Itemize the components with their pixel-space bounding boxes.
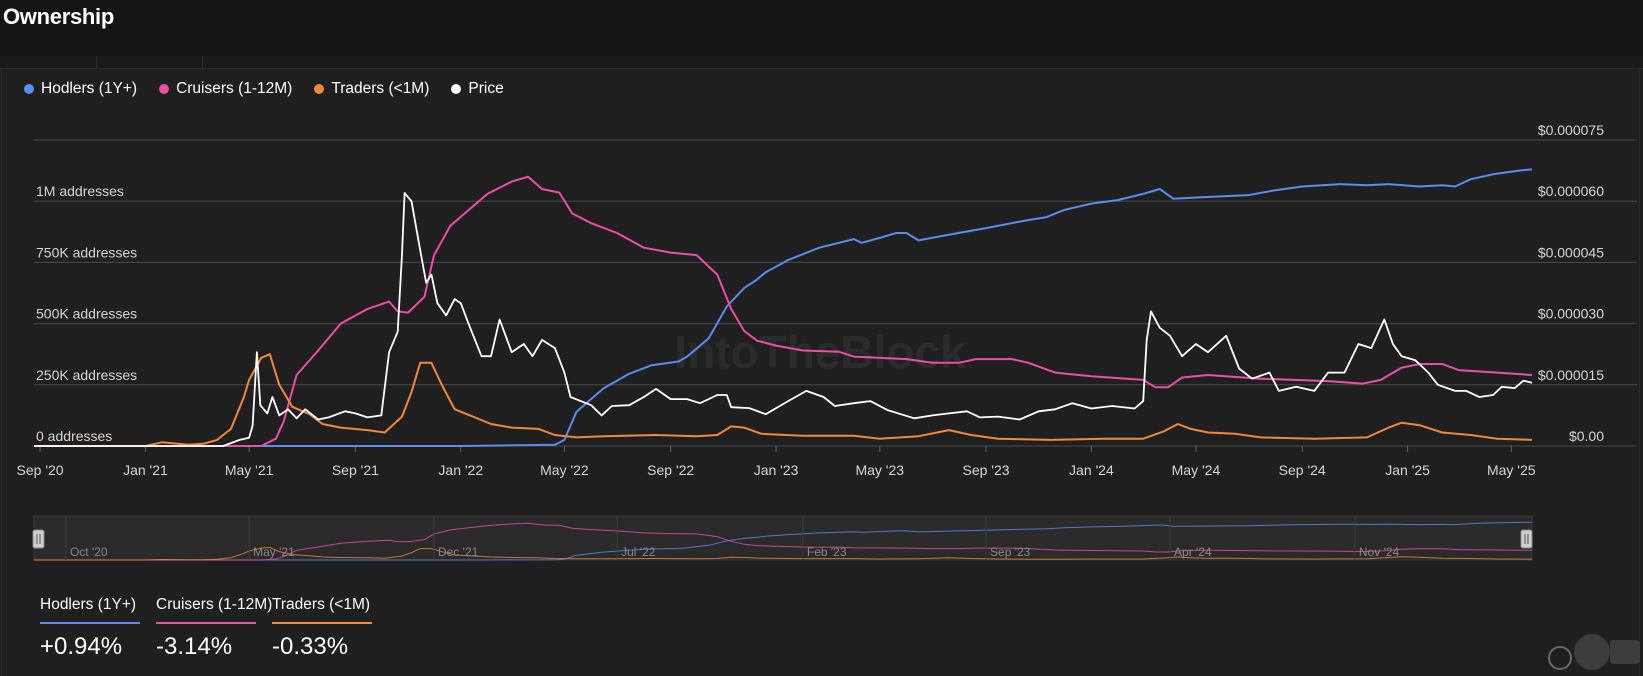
y-left-tick-label: 750K addresses	[36, 244, 137, 260]
stat-hodlers: Hodlers (1Y+) +0.94%	[40, 596, 140, 661]
navigator-line	[34, 546, 1533, 561]
y-right-tick-label: $0.000075	[1538, 122, 1604, 138]
legend-label: Price	[468, 80, 504, 97]
stat-underline	[40, 622, 140, 624]
tab-divider	[202, 56, 203, 68]
tab-divider	[96, 56, 97, 68]
chart-area	[1, 68, 1640, 676]
stat-cruisers: Cruisers (1-12M) -3.14%	[156, 596, 273, 661]
series-line-price	[34, 192, 1533, 447]
page-title: Ownership	[3, 4, 114, 29]
legend-label: Cruisers (1-12M)	[176, 80, 293, 97]
navigator-tick-label: Oct '20	[70, 545, 108, 559]
legend-label: Traders (<1M)	[331, 80, 430, 97]
x-tick-label: Sep '23	[962, 462, 1009, 478]
stat-traders: Traders (<1M) -0.33%	[272, 596, 372, 661]
stat-value: -3.14%	[156, 633, 233, 660]
navigator-tick-label: Sep '23	[990, 545, 1031, 559]
legend-item-cruisers[interactable]: Cruisers (1-12M)	[159, 80, 292, 98]
stat-value: +0.94%	[40, 633, 123, 660]
y-left-tick-label: 500K addresses	[36, 306, 137, 322]
site-logo-icon	[1548, 634, 1640, 670]
stat-underline	[272, 622, 372, 624]
legend-item-price[interactable]: Price	[451, 80, 504, 98]
stat-label: Cruisers (1-12M)	[156, 596, 273, 613]
y-left-tick-label: 1M addresses	[36, 183, 124, 199]
y-right-tick-label: $0.00	[1569, 428, 1604, 444]
x-tick-label: Jan '25	[1385, 462, 1430, 478]
x-tick-label: May '24	[1172, 462, 1221, 478]
x-tick-label: May '22	[540, 462, 589, 478]
y-right-tick-label: $0.000015	[1538, 367, 1604, 383]
y-left-tick-label: 0 addresses	[36, 428, 112, 444]
legend-item-hodlers[interactable]: Hodlers (1Y+)	[24, 80, 137, 98]
x-tick-label: Jan '21	[123, 462, 168, 478]
stat-label: Hodlers (1Y+)	[40, 596, 137, 613]
stat-underline	[156, 622, 256, 624]
series-line-traders	[34, 353, 1533, 447]
series-line-hodlers	[34, 168, 1533, 447]
x-tick-label: May '21	[225, 462, 274, 478]
x-tick-label: Sep '24	[1279, 462, 1326, 478]
x-tick-label: Sep '21	[332, 462, 379, 478]
stat-label: Traders (<1M)	[272, 596, 371, 613]
x-tick-label: Jan '22	[438, 462, 483, 478]
x-tick-label: Jan '24	[1069, 462, 1114, 478]
navigator-tick-label: Feb '23	[807, 545, 847, 559]
legend-dot-icon	[24, 84, 34, 94]
navigator-handle[interactable]	[32, 529, 45, 549]
change-stats: Hodlers (1Y+) +0.94% Cruisers (1-12M) -3…	[40, 596, 372, 661]
legend-dot-icon	[314, 84, 325, 94]
y-right-tick-label: $0.000060	[1538, 183, 1604, 199]
stat-value: -0.33%	[272, 633, 349, 660]
legend-dot-icon	[451, 84, 462, 94]
x-tick-label: May '23	[855, 462, 904, 478]
x-tick-label: May '25	[1487, 462, 1536, 478]
chart-legend: Hodlers (1Y+) Cruisers (1-12M) Traders (…	[24, 80, 504, 98]
navigator-handle[interactable]	[1520, 529, 1533, 549]
y-right-tick-label: $0.000045	[1538, 244, 1604, 260]
navigator-tick-label: Jul '22	[621, 545, 656, 559]
navigator-line	[34, 521, 1533, 561]
legend-item-traders[interactable]: Traders (<1M)	[314, 80, 429, 98]
y-left-tick-label: 250K addresses	[36, 367, 137, 383]
x-tick-label: Sep '22	[647, 462, 694, 478]
y-right-tick-label: $0.000030	[1538, 306, 1604, 322]
navigator-tick-label: May '21	[253, 545, 295, 559]
navigator-tick-label: Dec '21	[438, 545, 479, 559]
x-tick-label: Jan '23	[754, 462, 799, 478]
navigator-line	[34, 522, 1533, 561]
legend-label: Hodlers (1Y+)	[41, 80, 138, 97]
x-tick-label: Sep '20	[17, 462, 64, 478]
series-line-cruisers	[34, 175, 1533, 447]
navigator-tick-label: Nov '24	[1359, 545, 1400, 559]
navigator-tick-label: Apr '24	[1174, 545, 1212, 559]
legend-dot-icon	[159, 84, 170, 94]
